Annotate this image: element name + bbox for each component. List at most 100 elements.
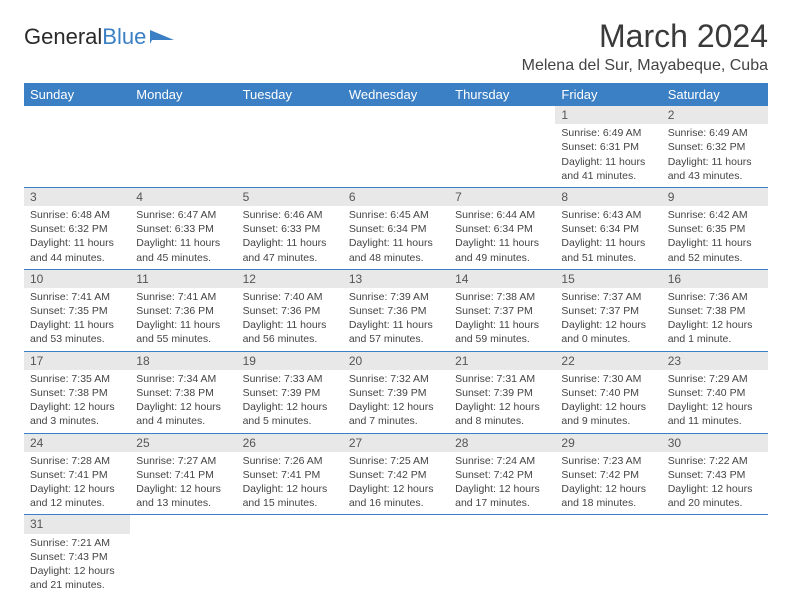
sunrise-line: Sunrise: 6:42 AM	[668, 208, 762, 222]
cell-body: Sunrise: 6:43 AMSunset: 6:34 PMDaylight:…	[555, 206, 661, 269]
day-number: 17	[24, 352, 130, 370]
sunset-line: Sunset: 7:43 PM	[668, 468, 762, 482]
sunset-line: Sunset: 7:42 PM	[561, 468, 655, 482]
calendar-cell: 13Sunrise: 7:39 AMSunset: 7:36 PMDayligh…	[343, 269, 449, 351]
cell-body: Sunrise: 6:42 AMSunset: 6:35 PMDaylight:…	[662, 206, 768, 269]
header: GeneralBlue March 2024 Melena del Sur, M…	[24, 18, 768, 75]
calendar-cell: 3Sunrise: 6:48 AMSunset: 6:32 PMDaylight…	[24, 187, 130, 269]
cell-body: Sunrise: 7:35 AMSunset: 7:38 PMDaylight:…	[24, 370, 130, 433]
daylight-line: Daylight: 12 hours and 20 minutes.	[668, 482, 762, 510]
weekday-header: Friday	[555, 83, 661, 106]
calendar-cell: 20Sunrise: 7:32 AMSunset: 7:39 PMDayligh…	[343, 351, 449, 433]
day-number: 23	[662, 352, 768, 370]
cell-body: Sunrise: 7:27 AMSunset: 7:41 PMDaylight:…	[130, 452, 236, 515]
daylight-line: Daylight: 12 hours and 9 minutes.	[561, 400, 655, 428]
daylight-line: Daylight: 11 hours and 56 minutes.	[243, 318, 337, 346]
cell-body: Sunrise: 7:30 AMSunset: 7:40 PMDaylight:…	[555, 370, 661, 433]
sunrise-line: Sunrise: 6:46 AM	[243, 208, 337, 222]
calendar-week: 10Sunrise: 7:41 AMSunset: 7:35 PMDayligh…	[24, 269, 768, 351]
day-number: 14	[449, 270, 555, 288]
sunrise-line: Sunrise: 7:38 AM	[455, 290, 549, 304]
sunrise-line: Sunrise: 7:22 AM	[668, 454, 762, 468]
cell-body: Sunrise: 7:37 AMSunset: 7:37 PMDaylight:…	[555, 288, 661, 351]
daylight-line: Daylight: 11 hours and 43 minutes.	[668, 155, 762, 183]
daylight-line: Daylight: 12 hours and 3 minutes.	[30, 400, 124, 428]
cell-body: Sunrise: 7:25 AMSunset: 7:42 PMDaylight:…	[343, 452, 449, 515]
sunrise-line: Sunrise: 6:45 AM	[349, 208, 443, 222]
weekday-header: Tuesday	[237, 83, 343, 106]
sunset-line: Sunset: 7:42 PM	[455, 468, 549, 482]
daylight-line: Daylight: 12 hours and 21 minutes.	[30, 564, 124, 592]
sunset-line: Sunset: 6:31 PM	[561, 140, 655, 154]
calendar-cell: 19Sunrise: 7:33 AMSunset: 7:39 PMDayligh…	[237, 351, 343, 433]
calendar-cell: 7Sunrise: 6:44 AMSunset: 6:34 PMDaylight…	[449, 187, 555, 269]
sunrise-line: Sunrise: 7:25 AM	[349, 454, 443, 468]
day-number: 7	[449, 188, 555, 206]
day-number: 2	[662, 106, 768, 124]
daylight-line: Daylight: 12 hours and 4 minutes.	[136, 400, 230, 428]
calendar-cell: 4Sunrise: 6:47 AMSunset: 6:33 PMDaylight…	[130, 187, 236, 269]
daylight-line: Daylight: 12 hours and 1 minute.	[668, 318, 762, 346]
calendar-cell	[237, 515, 343, 596]
sunset-line: Sunset: 7:38 PM	[30, 386, 124, 400]
calendar-cell: 23Sunrise: 7:29 AMSunset: 7:40 PMDayligh…	[662, 351, 768, 433]
day-number: 26	[237, 434, 343, 452]
cell-body: Sunrise: 7:34 AMSunset: 7:38 PMDaylight:…	[130, 370, 236, 433]
cell-body: Sunrise: 6:45 AMSunset: 6:34 PMDaylight:…	[343, 206, 449, 269]
sunset-line: Sunset: 7:41 PM	[243, 468, 337, 482]
weekday-header: Sunday	[24, 83, 130, 106]
daylight-line: Daylight: 11 hours and 53 minutes.	[30, 318, 124, 346]
day-number: 20	[343, 352, 449, 370]
sunset-line: Sunset: 7:39 PM	[349, 386, 443, 400]
day-number: 24	[24, 434, 130, 452]
daylight-line: Daylight: 11 hours and 44 minutes.	[30, 236, 124, 264]
calendar-cell: 16Sunrise: 7:36 AMSunset: 7:38 PMDayligh…	[662, 269, 768, 351]
calendar-cell	[449, 106, 555, 187]
calendar-body: 1Sunrise: 6:49 AMSunset: 6:31 PMDaylight…	[24, 106, 768, 596]
calendar-cell	[237, 106, 343, 187]
day-number: 19	[237, 352, 343, 370]
sunrise-line: Sunrise: 7:32 AM	[349, 372, 443, 386]
day-number: 15	[555, 270, 661, 288]
sunrise-line: Sunrise: 7:27 AM	[136, 454, 230, 468]
day-number: 8	[555, 188, 661, 206]
sunset-line: Sunset: 7:37 PM	[455, 304, 549, 318]
calendar-cell: 29Sunrise: 7:23 AMSunset: 7:42 PMDayligh…	[555, 433, 661, 515]
day-number: 9	[662, 188, 768, 206]
calendar-week: 17Sunrise: 7:35 AMSunset: 7:38 PMDayligh…	[24, 351, 768, 433]
sunset-line: Sunset: 7:40 PM	[561, 386, 655, 400]
sunset-line: Sunset: 7:41 PM	[136, 468, 230, 482]
calendar-cell: 28Sunrise: 7:24 AMSunset: 7:42 PMDayligh…	[449, 433, 555, 515]
daylight-line: Daylight: 11 hours and 52 minutes.	[668, 236, 762, 264]
sunrise-line: Sunrise: 7:29 AM	[668, 372, 762, 386]
sunrise-line: Sunrise: 7:24 AM	[455, 454, 549, 468]
sunrise-line: Sunrise: 7:36 AM	[668, 290, 762, 304]
sunset-line: Sunset: 6:33 PM	[243, 222, 337, 236]
sunset-line: Sunset: 6:33 PM	[136, 222, 230, 236]
cell-body: Sunrise: 6:49 AMSunset: 6:31 PMDaylight:…	[555, 124, 661, 187]
cell-body: Sunrise: 7:31 AMSunset: 7:39 PMDaylight:…	[449, 370, 555, 433]
sunset-line: Sunset: 7:42 PM	[349, 468, 443, 482]
daylight-line: Daylight: 11 hours and 55 minutes.	[136, 318, 230, 346]
sunset-line: Sunset: 7:36 PM	[243, 304, 337, 318]
day-number: 18	[130, 352, 236, 370]
day-number: 3	[24, 188, 130, 206]
daylight-line: Daylight: 12 hours and 13 minutes.	[136, 482, 230, 510]
calendar-cell: 5Sunrise: 6:46 AMSunset: 6:33 PMDaylight…	[237, 187, 343, 269]
sunrise-line: Sunrise: 7:28 AM	[30, 454, 124, 468]
sunrise-line: Sunrise: 7:26 AM	[243, 454, 337, 468]
sunset-line: Sunset: 7:39 PM	[243, 386, 337, 400]
day-number: 30	[662, 434, 768, 452]
calendar-table: SundayMondayTuesdayWednesdayThursdayFrid…	[24, 83, 768, 596]
sunrise-line: Sunrise: 7:41 AM	[30, 290, 124, 304]
sunrise-line: Sunrise: 7:40 AM	[243, 290, 337, 304]
calendar-cell	[343, 515, 449, 596]
calendar-cell	[24, 106, 130, 187]
calendar-cell: 17Sunrise: 7:35 AMSunset: 7:38 PMDayligh…	[24, 351, 130, 433]
sunrise-line: Sunrise: 7:39 AM	[349, 290, 443, 304]
daylight-line: Daylight: 11 hours and 59 minutes.	[455, 318, 549, 346]
sunset-line: Sunset: 6:32 PM	[668, 140, 762, 154]
calendar-cell: 8Sunrise: 6:43 AMSunset: 6:34 PMDaylight…	[555, 187, 661, 269]
calendar-cell: 25Sunrise: 7:27 AMSunset: 7:41 PMDayligh…	[130, 433, 236, 515]
daylight-line: Daylight: 12 hours and 17 minutes.	[455, 482, 549, 510]
